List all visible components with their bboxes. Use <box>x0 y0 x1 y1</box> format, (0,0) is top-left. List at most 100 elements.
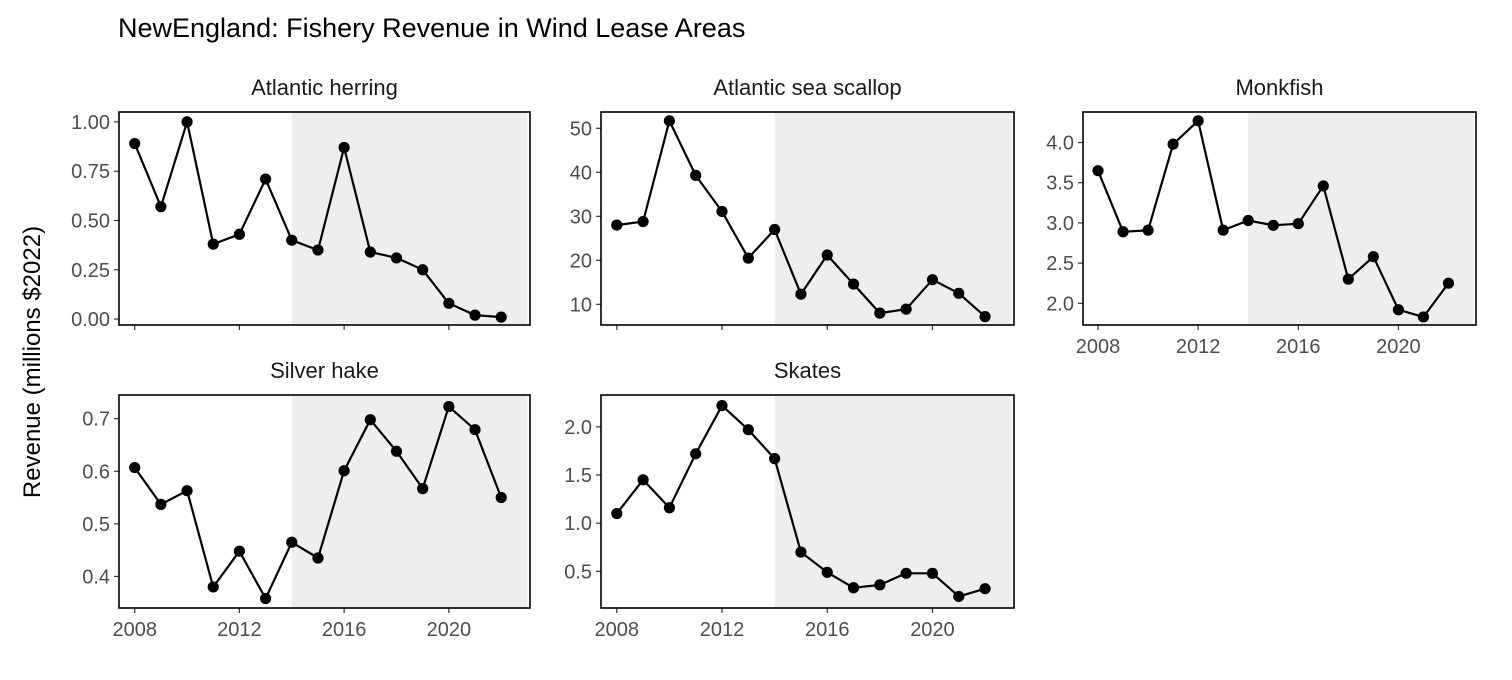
shaded-period <box>1248 112 1474 325</box>
data-point <box>716 205 728 218</box>
y-tick-label: 0.00 <box>71 309 110 331</box>
data-point <box>1267 219 1279 231</box>
data-point <box>469 309 481 321</box>
data-point <box>769 223 781 236</box>
y-tick-label: 0.5 <box>564 561 592 583</box>
panel-title: Silver hake <box>270 358 379 383</box>
data-point <box>495 491 507 504</box>
data-point <box>979 311 991 323</box>
data-point <box>1342 273 1354 285</box>
data-point <box>874 307 886 319</box>
y-tick-label: 30 <box>570 206 592 228</box>
data-point <box>233 228 246 240</box>
y-tick-label: 0.50 <box>71 210 110 232</box>
data-point <box>181 116 193 128</box>
data-point <box>847 582 860 594</box>
data-point <box>742 252 754 264</box>
data-point <box>1242 214 1254 227</box>
data-point <box>1192 115 1204 127</box>
y-axis-label: Revenue (millions $2022) <box>19 226 46 498</box>
data-point <box>338 465 350 477</box>
data-point <box>207 581 219 593</box>
data-point <box>1367 251 1379 263</box>
data-point <box>716 400 728 412</box>
y-tick-label: 1.0 <box>564 513 592 535</box>
data-point <box>233 545 246 557</box>
data-point <box>690 169 702 181</box>
y-tick-label: 0.6 <box>82 461 110 483</box>
shaded-period <box>291 395 528 608</box>
x-tick-label: 2008 <box>112 619 157 641</box>
y-tick-label: 1.00 <box>71 112 110 134</box>
x-tick-label: 2020 <box>427 619 472 641</box>
data-point <box>129 461 141 474</box>
x-tick-label: 2016 <box>322 619 367 641</box>
panel-border <box>600 111 1015 326</box>
data-point <box>390 445 403 457</box>
data-point <box>259 173 272 185</box>
x-tick-label: 2008 <box>595 619 640 641</box>
y-tick-label: 4.0 <box>1046 133 1074 155</box>
x-tick-label: 2012 <box>1176 336 1221 358</box>
data-point <box>847 278 860 290</box>
data-point <box>1117 226 1129 238</box>
y-tick-label: 0.7 <box>82 409 110 431</box>
y-tick-label: 0.25 <box>71 260 110 282</box>
data-point <box>637 215 649 228</box>
data-point <box>1442 277 1455 289</box>
y-tick-label: 3.5 <box>1046 173 1074 195</box>
data-point <box>155 498 167 510</box>
data-point <box>495 311 507 323</box>
y-tick-label: 2.5 <box>1046 253 1074 275</box>
data-point <box>611 219 623 231</box>
data-point <box>690 448 702 460</box>
y-tick-label: 2.0 <box>1046 293 1074 315</box>
data-point <box>900 303 912 315</box>
data-point <box>769 453 781 465</box>
data-point <box>390 252 403 264</box>
panel-atlantic-herring: Atlantic herring 0.00 0.25 0.50 0.75 1.00 <box>71 75 531 331</box>
panel-border <box>118 111 531 326</box>
data-point <box>364 246 376 258</box>
panel-border <box>1082 111 1477 326</box>
data-point <box>953 590 965 603</box>
data-point <box>1392 304 1405 316</box>
data-point <box>953 287 965 299</box>
y-tick-label: 0.4 <box>82 566 110 588</box>
x-tick-label: 2008 <box>1076 336 1121 358</box>
data-point <box>207 238 219 250</box>
x-tick-label: 2020 <box>910 619 955 641</box>
y-tick-label: 1.5 <box>564 465 592 487</box>
data-point <box>443 297 455 309</box>
data-point <box>874 579 886 591</box>
data-point <box>364 414 376 426</box>
shaded-period <box>774 395 1012 608</box>
data-point <box>1292 218 1304 230</box>
panel-title: Skates <box>774 358 841 383</box>
data-point <box>795 288 807 300</box>
data-point <box>129 137 141 150</box>
x-tick-label: 2016 <box>805 619 850 641</box>
x-tick-label: 2016 <box>1276 336 1321 358</box>
x-tick-label: 2012 <box>217 619 262 641</box>
data-point <box>1417 311 1430 323</box>
shaded-period <box>291 112 528 325</box>
panel-skates: Skates 0.5 1.0 1.5 2.0 2008 2012 2016 2020 <box>564 358 1015 641</box>
y-tick-label: 50 <box>570 118 592 140</box>
data-point <box>338 141 350 154</box>
panel-title: Monkfish <box>1235 75 1323 100</box>
panel-title: Atlantic sea scallop <box>713 75 901 100</box>
y-tick-label: 0.5 <box>82 514 110 536</box>
y-tick-label: 10 <box>570 294 592 316</box>
data-point <box>417 483 429 495</box>
panel-border <box>600 394 1015 609</box>
data-point <box>663 115 675 127</box>
data-point <box>1092 165 1104 177</box>
data-point <box>181 485 193 497</box>
data-point <box>1142 224 1154 236</box>
data-point <box>155 201 167 213</box>
data-point <box>611 507 623 520</box>
chart-title: NewEngland: Fishery Revenue in Wind Leas… <box>118 13 745 43</box>
panel-border <box>118 394 531 609</box>
y-tick-label: 20 <box>570 250 592 272</box>
